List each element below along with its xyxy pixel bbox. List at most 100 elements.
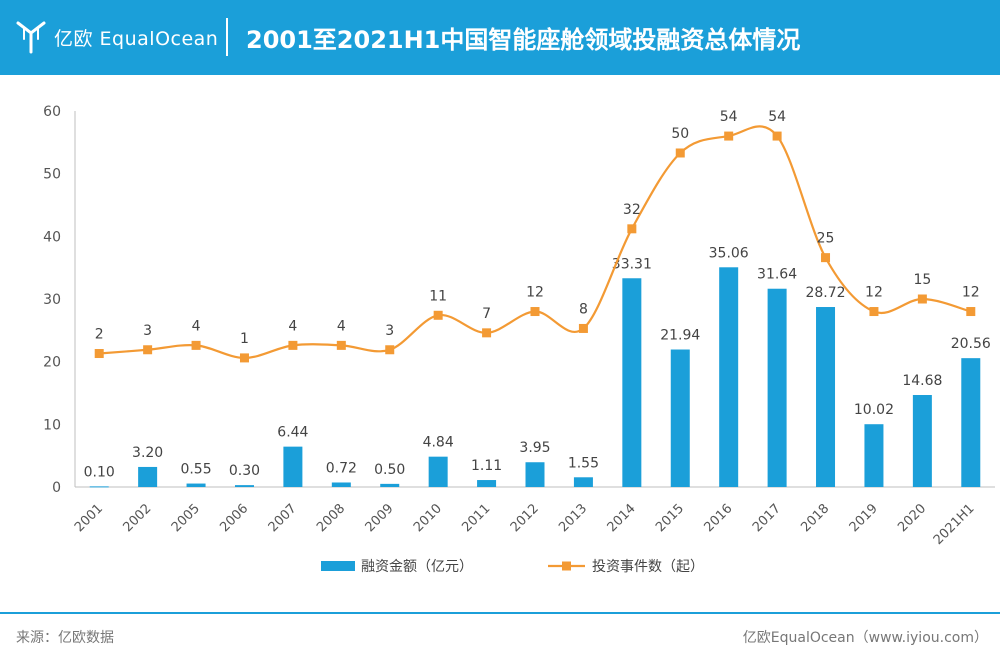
bar [719,267,739,487]
x-tick-label: 2002 [120,501,154,535]
line-value-label: 2 [95,327,104,343]
bar-value-label: 35.06 [709,245,749,261]
x-tick-label: 2021H1 [931,501,978,548]
header-bar: 亿欧 EqualOcean 2001至2021H1中国智能座舱领域投融资总体情况 [0,0,1000,75]
bar [912,395,932,487]
bar [380,483,400,487]
legend-line-label: 投资事件数（起） [592,559,704,575]
x-tick-label: 2017 [750,501,784,535]
x-tick-label: 2008 [314,501,348,535]
bar-value-label: 21.94 [660,328,700,344]
line-point-marker [191,340,201,350]
line-point-marker [288,340,298,350]
bar-value-label: 1.11 [471,458,502,474]
bar [816,307,836,487]
x-tick-label: 2018 [798,501,832,535]
logo: 亿欧 EqualOcean [16,15,218,59]
bar [234,485,254,487]
bar-value-label: 31.64 [757,267,797,283]
line-value-label: 15 [913,272,931,288]
y-tick-label: 30 [43,292,61,308]
bar-value-label: 0.10 [84,464,115,480]
legend-bar-label: 融资金额（亿元） [361,559,473,575]
event-count-line [99,125,972,360]
bar [186,483,206,487]
bar-value-label: 1.55 [568,455,599,471]
bar [864,424,884,487]
line-point-marker [336,340,346,350]
line-value-label: 25 [817,231,835,247]
bar-value-label: 3.20 [132,445,163,461]
x-tick-label: 2011 [459,501,493,535]
equalocean-logo-icon [16,21,46,54]
bar [428,456,448,487]
combo-chart: 0 10 20 30 40 50 60 0.10 2001 3.20 2002 0.55 2005 0.3… [43,104,995,575]
line-value-label: 12 [865,285,883,301]
line-point-marker [385,345,395,355]
bar-value-label: 0.72 [326,460,357,476]
y-tick-label: 60 [43,104,61,120]
line-value-label: 50 [671,126,689,142]
bar-value-label: 28.72 [805,285,845,301]
legend-bar-swatch [321,561,355,571]
bar [767,288,787,487]
line-point-marker [772,131,782,141]
line-point-marker [627,224,637,234]
bar [89,486,109,488]
line-value-label: 12 [962,285,980,301]
bar-value-label: 0.30 [229,463,260,479]
y-tick-label: 10 [43,417,61,433]
line-value-label: 11 [429,288,447,304]
line-point-marker [724,131,734,141]
source-note: 来源：亿欧数据 [16,630,114,646]
bar-value-label: 6.44 [277,425,308,441]
line-point-marker [869,307,879,317]
line-point-marker [482,328,492,338]
bar [138,466,158,487]
page-title: 2001至2021H1中国智能座舱领域投融资总体情况 [246,26,801,54]
line-value-label: 8 [579,301,588,317]
bar [525,462,545,487]
x-tick-label: 2012 [508,501,542,535]
y-tick-label: 20 [43,355,61,371]
bar [331,482,351,487]
bar-value-label: 10.02 [854,402,894,418]
bar [961,358,981,487]
bar-value-label: 20.56 [951,336,991,352]
line-point-marker [675,148,685,158]
line-value-label: 1 [240,331,249,347]
x-tick-label: 2007 [266,501,300,535]
line-value-label: 4 [288,318,297,334]
bar-value-label: 0.50 [374,462,405,478]
line-point-marker [143,345,153,355]
logo-text: 亿欧 EqualOcean [54,27,219,50]
header-divider [226,18,228,56]
line-value-label: 54 [720,109,738,125]
bar-value-label: 4.84 [423,435,454,451]
x-tick-label: 2016 [702,501,736,535]
chart-area: 0 10 20 30 40 50 60 0.10 2001 3.20 2002 0.55 2005 0.3… [0,75,1000,612]
line-point-marker [966,307,976,317]
bar [477,480,497,487]
x-tick-label: 2009 [363,501,397,535]
credit-note: 亿欧EqualOcean（www.iyiou.com） [742,630,988,646]
x-tick-label: 2006 [217,501,251,535]
bar-value-label: 14.68 [902,373,942,389]
line-point-marker [94,349,104,359]
x-tick-label: 2020 [895,501,929,535]
x-tick-label: 2019 [847,501,881,535]
line-point-marker [578,323,588,333]
footer-divider [0,612,1000,614]
line-value-label: 32 [623,202,641,218]
bar-value-label: 3.95 [519,440,550,456]
y-tick-label: 0 [52,480,61,496]
y-tick-label: 40 [43,229,61,245]
x-tick-label: 2010 [411,501,445,535]
x-tick-label: 2001 [72,501,106,535]
line-value-label: 12 [526,285,544,301]
bar [573,477,593,487]
bar [622,278,642,487]
line-value-label: 4 [337,318,346,334]
x-tick-label: 2014 [605,501,639,535]
x-tick-label: 2013 [556,501,590,535]
